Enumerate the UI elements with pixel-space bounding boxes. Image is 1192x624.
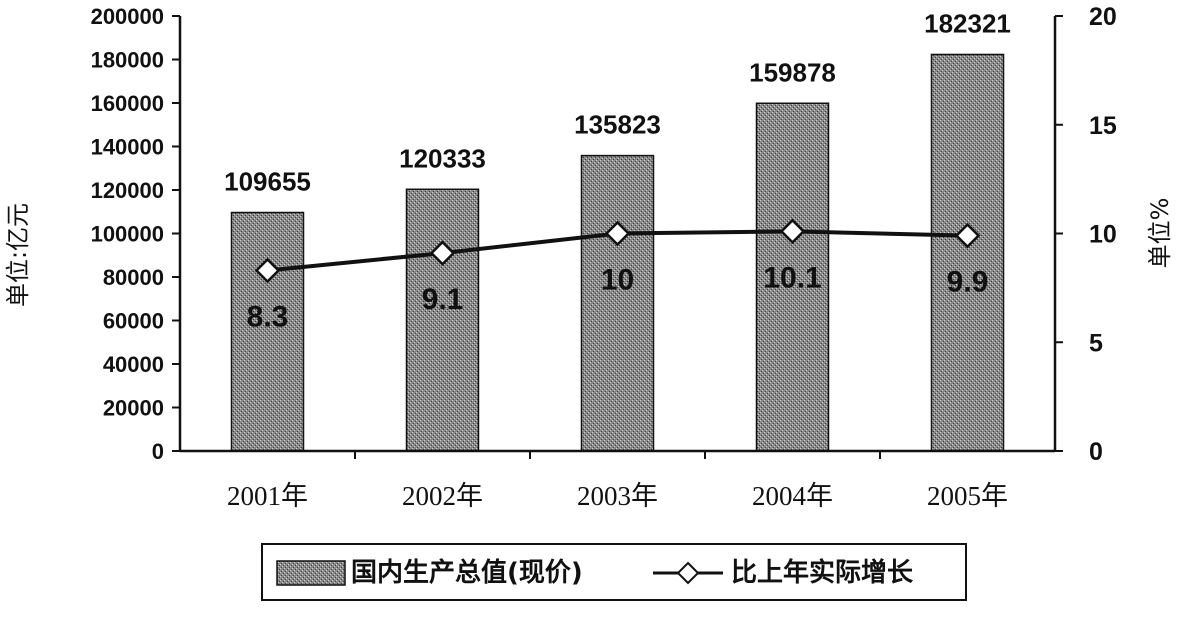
legend-bar-label: 国内生产总值(现价) xyxy=(351,558,583,588)
bar xyxy=(230,211,305,452)
line-value-label: 8.3 xyxy=(247,300,289,333)
bar xyxy=(755,102,830,452)
left-tick-label: 60000 xyxy=(103,309,164,334)
left-tick-label: 200000 xyxy=(91,4,164,29)
line-point-marker xyxy=(779,218,806,245)
category-label: 2002年 xyxy=(402,481,483,511)
left-tick-label: 180000 xyxy=(91,48,164,73)
right-axis-title: 单位% xyxy=(1146,198,1174,269)
left-tick-label: 100000 xyxy=(91,222,164,247)
left-tick-label: 120000 xyxy=(91,178,164,203)
bar-value-label: 120333 xyxy=(399,143,486,173)
bar-value-label: 135823 xyxy=(574,110,661,140)
left-axis-title: 单位:亿元 xyxy=(4,203,32,307)
right-axis-ticks: 0 5 10 15 20 xyxy=(1055,3,1117,466)
line-value-label: 10.1 xyxy=(763,261,821,294)
bar xyxy=(930,53,1005,452)
right-tick-label: 15 xyxy=(1089,112,1117,140)
line-point-marker xyxy=(604,220,631,247)
growth-line-series xyxy=(254,218,981,284)
bar-data-labels: 109655 120333 135823 159878 182321 xyxy=(224,8,1011,196)
right-tick-label: 5 xyxy=(1089,329,1103,357)
bar-value-label: 159878 xyxy=(749,57,836,87)
line-point-marker xyxy=(254,257,281,284)
left-axis-ticks: 0 20000 40000 60000 80000 100000 120000 140000 1… xyxy=(91,4,180,464)
category-label: 2001年 xyxy=(227,481,308,511)
left-tick-label: 0 xyxy=(152,439,164,464)
category-label: 2005年 xyxy=(927,481,1008,511)
line-point-marker xyxy=(954,222,981,249)
legend-frame xyxy=(261,543,967,601)
bar-value-label: 182321 xyxy=(924,8,1011,38)
category-label: 2003年 xyxy=(577,481,658,511)
line-data-labels: 8.3 9.1 10 10.1 9.9 xyxy=(247,261,989,333)
left-tick-label: 40000 xyxy=(103,352,164,377)
line-value-label: 9.9 xyxy=(947,266,989,299)
line-value-label: 9.1 xyxy=(422,283,464,316)
category-labels: 2001年 2002年 2003年 2004年 2005年 xyxy=(227,481,1008,511)
left-tick-label: 140000 xyxy=(91,135,164,160)
bar xyxy=(405,188,480,452)
legend-line-label: 比上年实际增长 xyxy=(731,557,914,588)
legend: 国内生产总值(现价) 比上年实际增长 xyxy=(261,543,967,601)
right-tick-label: 0 xyxy=(1089,438,1103,466)
left-tick-label: 160000 xyxy=(91,91,164,116)
bar-value-label: 109655 xyxy=(224,167,311,197)
bar xyxy=(580,154,655,452)
left-tick-label: 80000 xyxy=(103,265,164,290)
legend-diamond-marker xyxy=(676,561,700,585)
line-point-marker xyxy=(429,240,456,266)
category-label: 2004年 xyxy=(752,481,833,511)
legend-bar-swatch xyxy=(276,560,346,586)
right-tick-label: 20 xyxy=(1089,3,1117,31)
line-value-label: 10 xyxy=(601,264,634,297)
left-tick-label: 20000 xyxy=(103,396,164,421)
right-tick-label: 10 xyxy=(1089,221,1117,249)
bar-series xyxy=(230,53,1005,452)
